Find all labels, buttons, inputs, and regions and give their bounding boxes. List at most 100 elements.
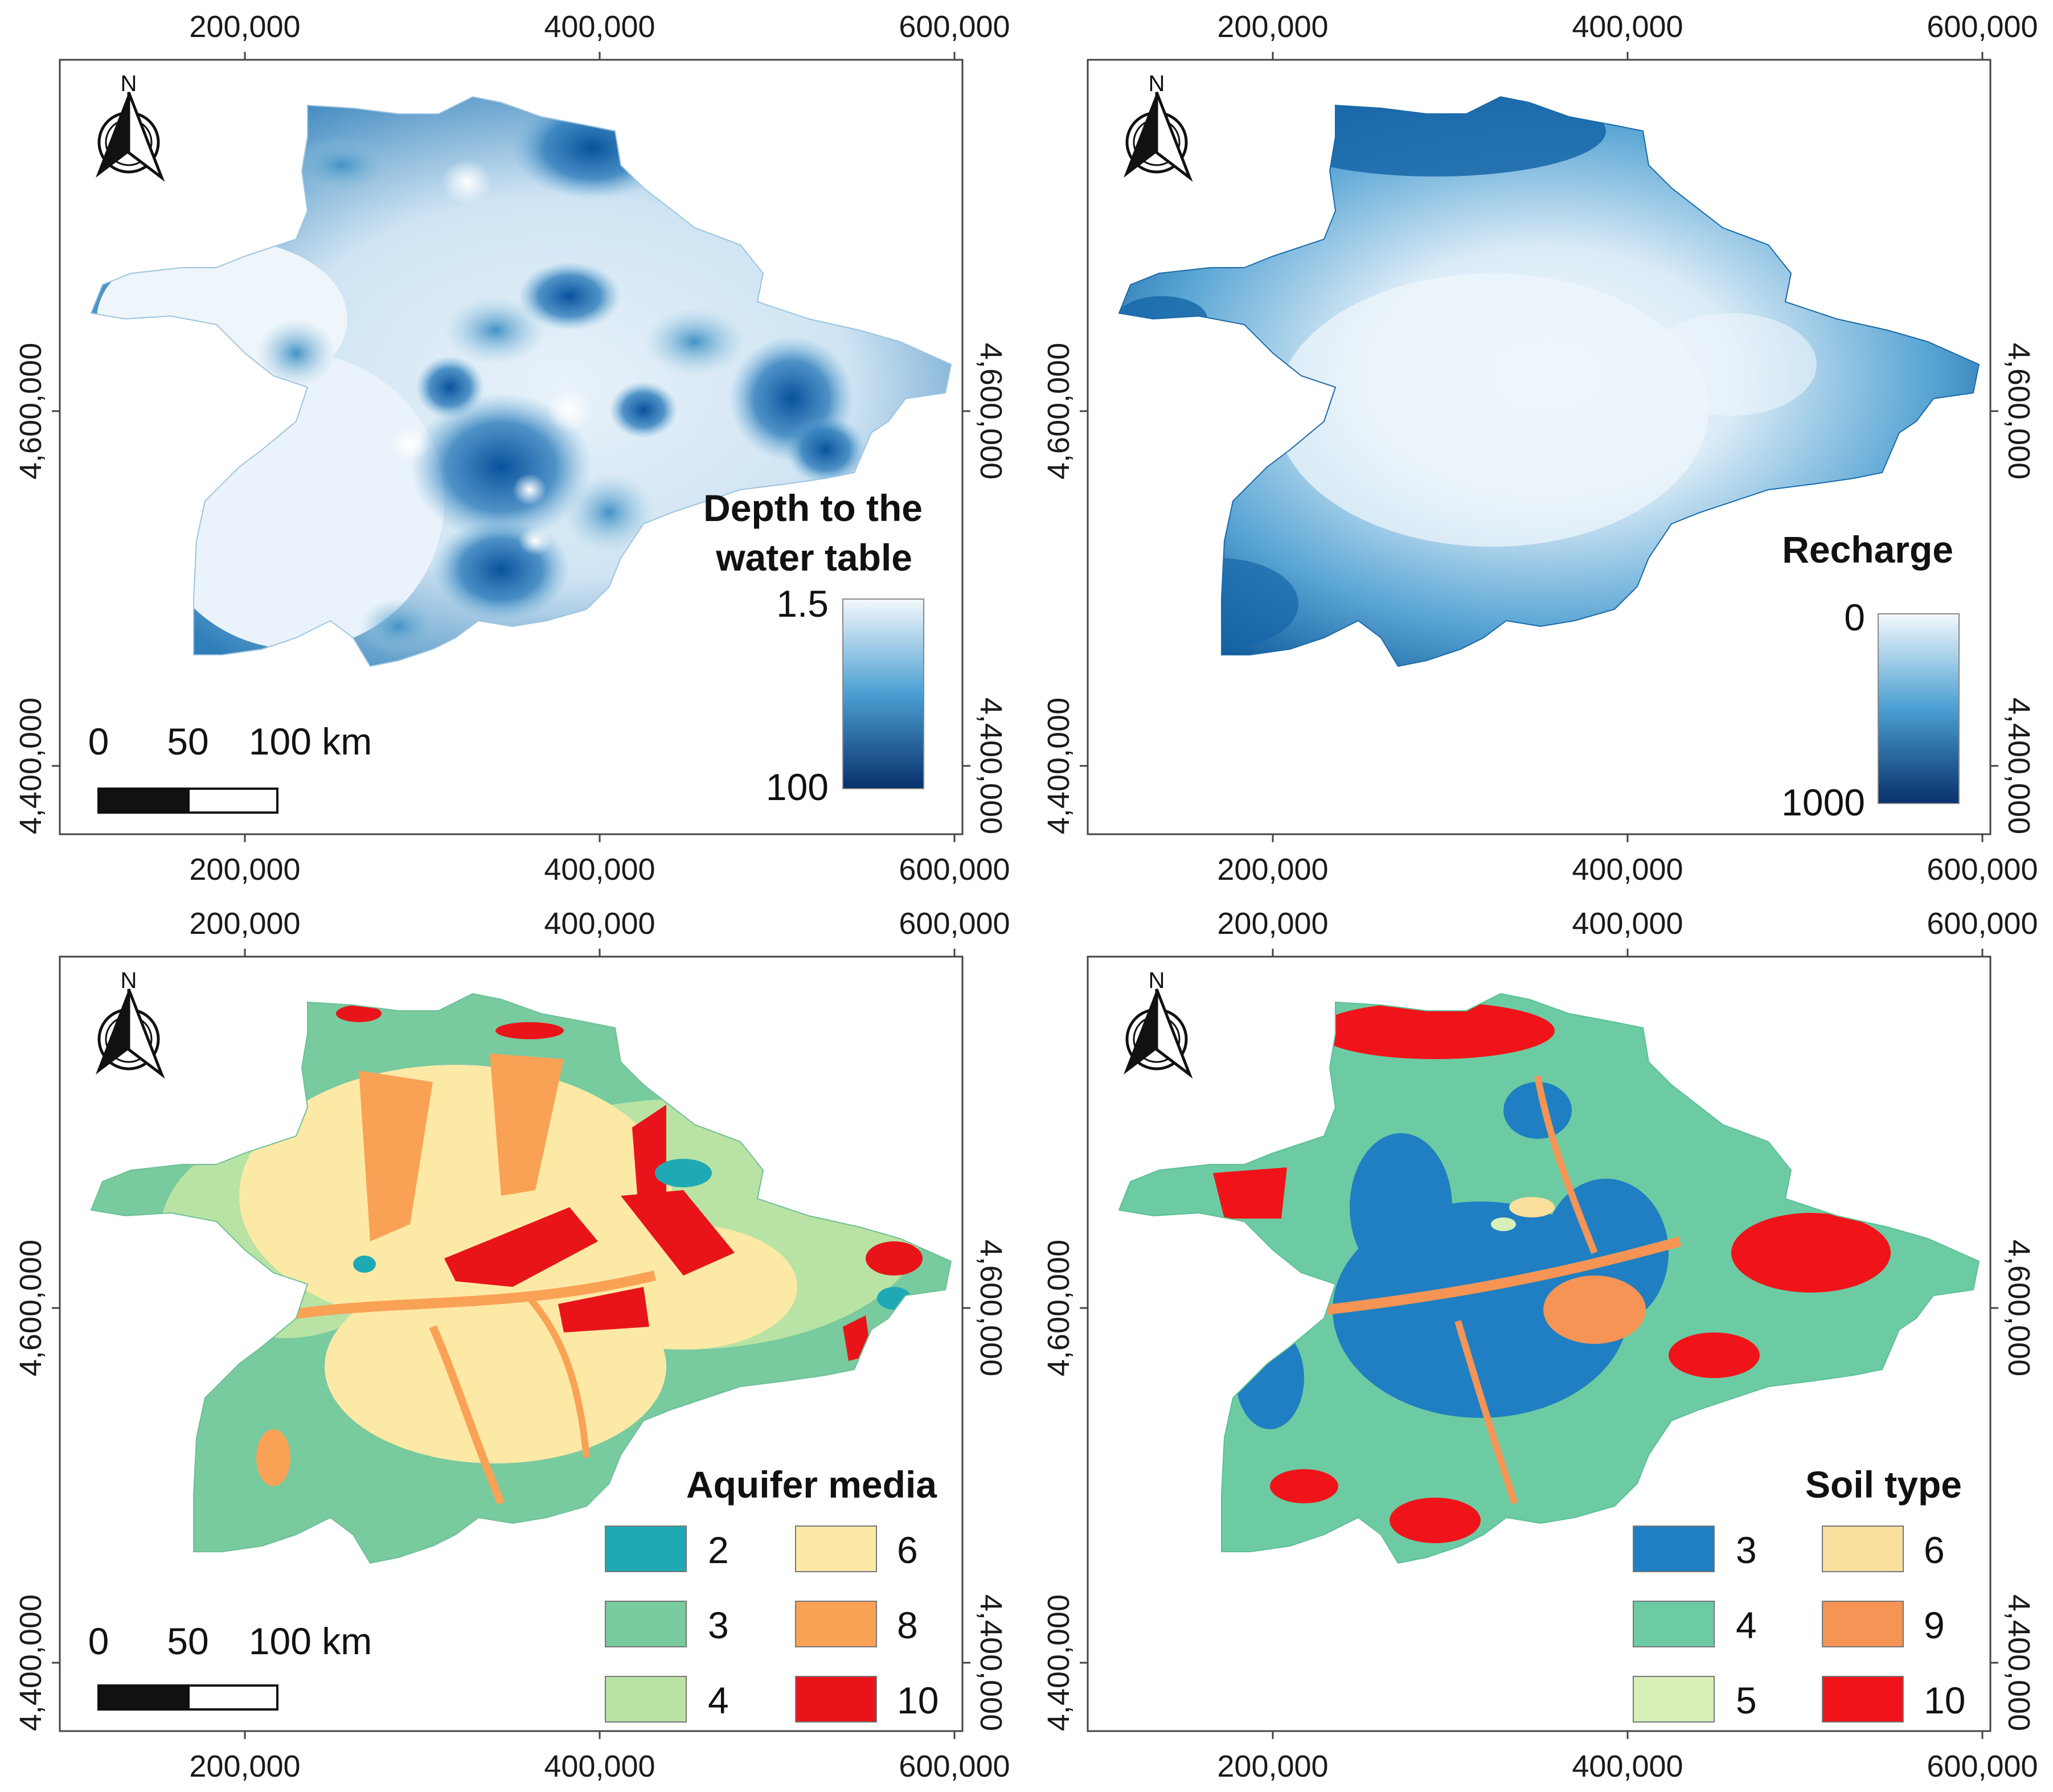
class-9-channel — [1326, 1236, 1682, 1315]
legend-label: 8 — [897, 1604, 918, 1646]
x-tick-label: 600,000 — [899, 10, 1010, 44]
legend-item: 6 — [1822, 1526, 1945, 1572]
recharge-low-zone — [1276, 273, 1708, 547]
north-arrow-icon — [1124, 92, 1193, 182]
legend-item: 6 — [795, 1526, 918, 1572]
scale-segment — [187, 788, 278, 814]
y-tick-labels-left: 4,600,000 4,400,000 — [1042, 343, 1076, 834]
legend-label: 3 — [708, 1604, 729, 1646]
legend-swatch — [1822, 1526, 1904, 1572]
x-tick-label: 600,000 — [1927, 1749, 2038, 1783]
recharge-low-zone — [1646, 313, 1817, 416]
gradient-legend: 1.5 100 — [766, 583, 924, 808]
x-tick-label: 200,000 — [189, 10, 300, 44]
y-tick-label: 4,400,000 — [2002, 1594, 2036, 1731]
scale-segment — [99, 789, 189, 813]
class-3-area — [1503, 1082, 1572, 1139]
depth-mid-zone — [444, 296, 547, 364]
x-tick-label: 400,000 — [1572, 907, 1683, 941]
depth-mid-zone — [256, 319, 336, 387]
depth-shallow-spot — [513, 474, 547, 506]
legend-swatch — [1633, 1526, 1715, 1572]
legend-swatch — [1633, 1676, 1715, 1723]
y-tick-labels-right: 4,600,000 4,400,000 — [2002, 343, 2036, 834]
x-tick-label: 400,000 — [1572, 10, 1683, 44]
class-9-area — [1543, 1276, 1646, 1344]
depth-mid-zone — [564, 473, 655, 552]
depth-deep-zone — [518, 262, 621, 330]
legend-item: 2 — [605, 1526, 729, 1572]
legend-item: 3 — [1633, 1526, 1757, 1572]
x-tick-label: 600,000 — [899, 1749, 1010, 1783]
legend-label: 6 — [897, 1529, 918, 1571]
scale-bar: 0 50 100 km — [88, 720, 372, 814]
legend-item: 10 — [795, 1676, 939, 1723]
class-10-area — [1213, 1167, 1287, 1219]
x-tick-labels-top: 200,000 400,000 600,000 — [189, 907, 1010, 941]
scale-segment — [187, 1684, 278, 1711]
legend-item: 4 — [1633, 1601, 1757, 1647]
basin-outline — [90, 96, 952, 667]
north-arrow: N — [96, 71, 165, 182]
class-10-area — [621, 1190, 735, 1276]
x-tick-label: 600,000 — [899, 852, 1010, 887]
legend-top-label: 0 — [1844, 596, 1865, 638]
y-tick-labels-right: 4,600,000 4,400,000 — [2002, 1240, 2036, 1731]
scale-frame — [97, 788, 278, 814]
legend-swatch — [795, 1601, 877, 1647]
class-3-area — [1350, 1133, 1452, 1281]
class-8-area — [256, 1429, 290, 1486]
y-tick-labels-right: 4,600,000 4,400,000 — [974, 343, 1008, 834]
depth-deep-zone — [410, 393, 592, 541]
x-tick-label: 400,000 — [544, 852, 655, 887]
legend-swatch — [605, 1601, 687, 1647]
x-tick-labels-bottom: 200,000 400,000 600,000 — [189, 852, 1010, 887]
legend-swatch — [795, 1676, 877, 1723]
panel-aquifer — [59, 956, 964, 1732]
y-tick-labels-left: 4,600,000 4,400,000 — [1042, 1240, 1076, 1731]
class-10-area — [1669, 1332, 1760, 1378]
x-tick-label: 200,000 — [189, 1749, 300, 1783]
legend-bottom-label: 1000 — [1781, 781, 1865, 823]
y-tick-label: 4,600,000 — [1042, 1240, 1076, 1376]
legend-label: 3 — [1736, 1529, 1757, 1571]
depth-deep-zone — [609, 382, 678, 438]
x-tick-labels-bottom: 200,000 400,000 600,000 — [1217, 852, 2038, 887]
y-tick-label: 4,400,000 — [1042, 698, 1076, 834]
basin-outline — [1118, 993, 1980, 1564]
x-tick-label: 200,000 — [1217, 907, 1328, 941]
class-10-area — [495, 1022, 564, 1039]
panel-soil — [1087, 956, 1991, 1732]
panel-depth — [59, 59, 964, 835]
legend-swatch — [1633, 1601, 1715, 1647]
x-tick-label: 200,000 — [1217, 10, 1328, 44]
y-tick-labels-left: 4,600,000 4,400,000 — [14, 1240, 48, 1731]
legend-label: 10 — [897, 1679, 939, 1721]
legend-swatch — [795, 1526, 877, 1572]
legend-swatch — [1822, 1676, 1904, 1723]
legend-label: 9 — [1924, 1604, 1945, 1646]
class-6-area — [239, 1065, 672, 1327]
class-legend: 3 6 4 9 5 10 — [1633, 1526, 1965, 1723]
class-10-area — [866, 1241, 923, 1276]
panel-title: Aquifer media — [686, 1463, 937, 1506]
x-tick-label: 400,000 — [544, 10, 655, 44]
basin-outline — [1118, 96, 1980, 667]
depth-shallow-spot — [390, 427, 430, 461]
class-9-channel — [1534, 1075, 1598, 1254]
scale-label: 100 km — [249, 1620, 372, 1662]
y-tick-label: 4,400,000 — [974, 698, 1008, 834]
scale-label: 0 — [88, 720, 109, 762]
legend-label: 2 — [708, 1529, 729, 1571]
north-arrow-icon — [96, 92, 165, 182]
y-tick-label: 4,600,000 — [2002, 1240, 2036, 1376]
north-arrow: N — [1124, 71, 1193, 182]
x-tick-label: 200,000 — [189, 852, 300, 887]
class-6-area — [1509, 1197, 1555, 1217]
legend-label: 4 — [1736, 1604, 1757, 1646]
gradient-legend: 0 1000 — [1781, 596, 1960, 823]
panel-title: Soil type — [1805, 1463, 1962, 1506]
class-8-channel — [284, 1270, 657, 1321]
class-10-area — [1316, 1002, 1555, 1059]
x-tick-label: 400,000 — [544, 1749, 655, 1783]
